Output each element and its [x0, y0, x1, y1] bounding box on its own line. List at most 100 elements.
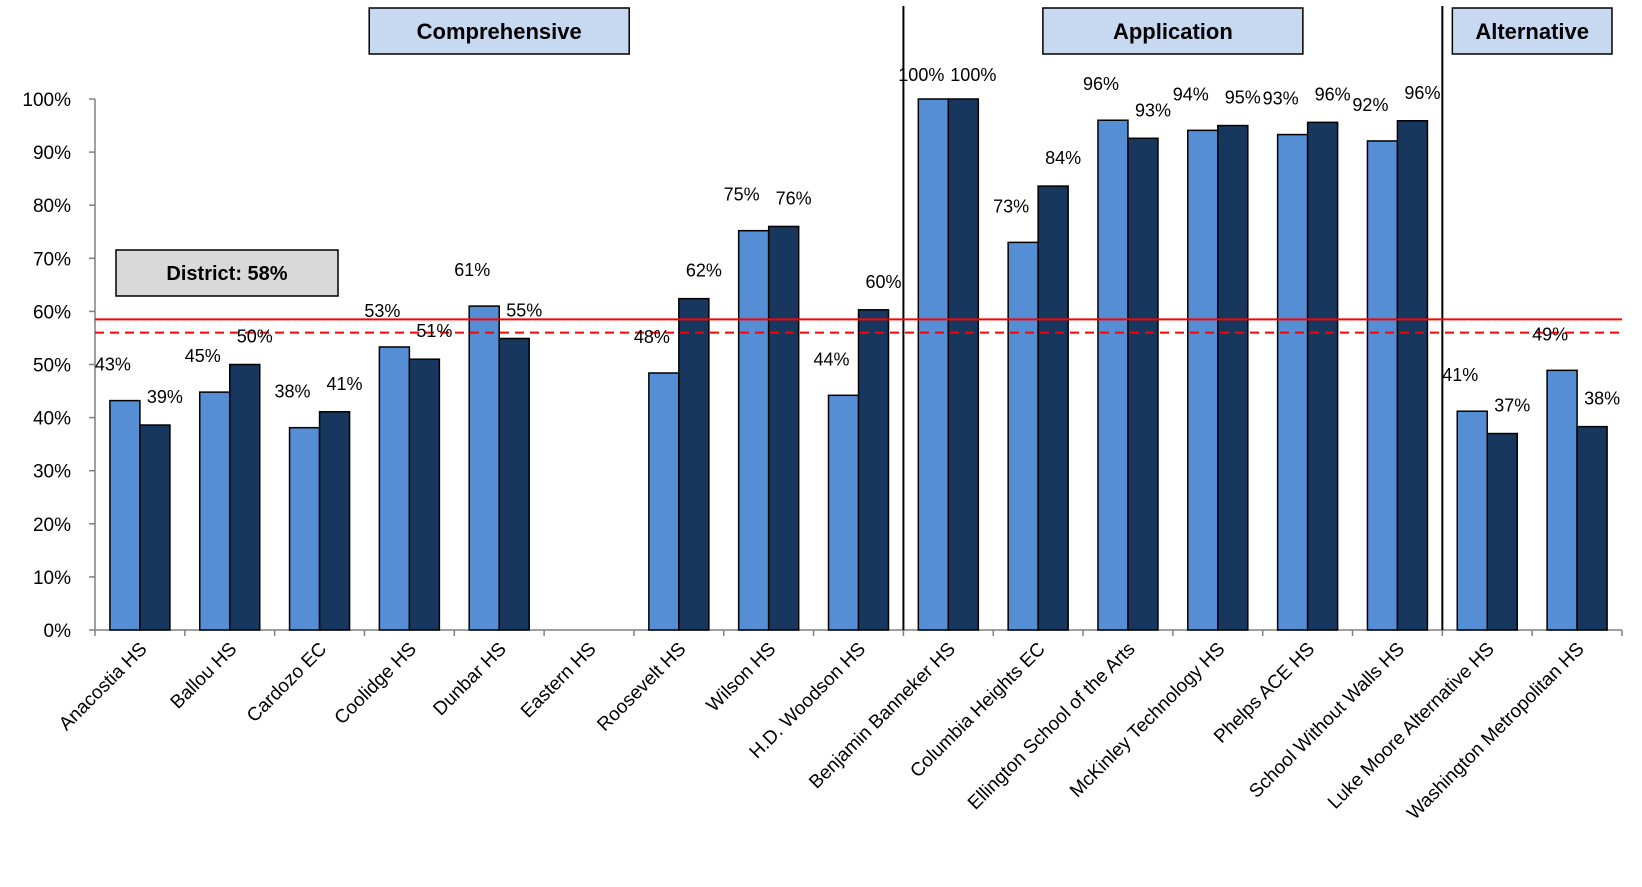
data-label: 96%	[1315, 84, 1351, 104]
district-label: District: 58%	[166, 263, 287, 285]
data-label: 38%	[1584, 389, 1620, 409]
bar	[678, 297, 710, 631]
bar	[767, 225, 800, 631]
bar	[408, 358, 441, 631]
data-label: 50%	[237, 327, 273, 347]
bar	[947, 98, 980, 631]
data-label: 43%	[95, 355, 131, 375]
data-label: 44%	[813, 349, 849, 369]
data-label: 41%	[1442, 365, 1478, 385]
bar	[198, 391, 231, 631]
bar	[378, 346, 411, 631]
y-tick-label: 70%	[33, 249, 71, 270]
y-tick-label: 100%	[22, 90, 71, 111]
bar	[1576, 425, 1608, 631]
district-box: District: 58%	[115, 249, 339, 297]
bar	[1306, 121, 1339, 631]
bar	[1037, 185, 1069, 631]
data-label: 73%	[993, 196, 1029, 216]
bar	[1217, 124, 1249, 631]
data-label: 38%	[275, 382, 311, 402]
data-label: 93%	[1135, 100, 1171, 120]
x-tick-label: Ellington School of the Arts	[964, 639, 1139, 814]
data-labels: 43% 39% 45% 50% 38% 41% 53% 51% 61% 55% 48% 62% 75% 7…	[95, 65, 1620, 416]
data-label: 76%	[776, 188, 812, 208]
data-label: 51%	[416, 321, 452, 341]
x-tick-label: Dunbar HS	[429, 639, 510, 720]
data-label: 94%	[1173, 84, 1209, 104]
group-header-label: Comprehensive	[417, 19, 582, 44]
data-label: 100%	[950, 65, 996, 85]
y-tick-label: 90%	[33, 143, 71, 164]
x-tick-label: Eastern HS	[517, 639, 601, 723]
group-dividers	[902, 6, 1444, 630]
bar	[468, 305, 500, 631]
group-headers: Comprehensive Application Alternative	[368, 7, 1613, 55]
bar	[1366, 140, 1399, 631]
data-label: 45%	[185, 346, 221, 366]
data-label: 100%	[898, 65, 944, 85]
data-label: 95%	[1225, 88, 1261, 108]
data-label: 62%	[686, 261, 722, 281]
y-tick-label: 20%	[33, 515, 71, 536]
bar	[1127, 137, 1159, 631]
reference-lines	[95, 318, 1622, 334]
y-tick-label: 60%	[33, 302, 71, 323]
bar	[1097, 119, 1129, 631]
bar	[827, 394, 860, 631]
bar	[1546, 369, 1578, 631]
bar	[1187, 129, 1219, 631]
x-tick-label: Roosevelt HS	[593, 639, 690, 736]
x-tick-label: Wilson HS	[703, 639, 781, 717]
y-tick-label: 30%	[33, 462, 71, 483]
y-axis: 0% 10% 20% 30% 40% 50% 60% 70% 80% 90% 100%	[22, 90, 96, 642]
x-tick-label: Coolidge HS	[331, 639, 421, 729]
group-header-box	[1042, 7, 1304, 55]
x-tick-label: Ballou HS	[167, 639, 242, 714]
x-tick-label: School Without Walls HS	[1245, 639, 1409, 803]
x-tick-label: Anacostia HS	[55, 639, 151, 735]
group-header-label: Alternative	[1475, 19, 1589, 44]
district-box-bg	[115, 249, 339, 297]
x-tick-label: Washington Metropolitan HS	[1403, 639, 1588, 824]
y-tick-label: 80%	[33, 196, 71, 217]
bar	[228, 363, 261, 631]
y-tick-label: 40%	[33, 409, 71, 430]
data-label: 96%	[1083, 74, 1119, 94]
bar	[498, 337, 530, 631]
bar	[648, 372, 680, 631]
bar	[109, 399, 141, 631]
bar	[1486, 432, 1519, 631]
bar	[1456, 410, 1489, 631]
bar	[1396, 120, 1429, 631]
x-tick-label: Benjamin Banneker HS	[805, 639, 960, 794]
data-label: 37%	[1494, 396, 1530, 416]
data-label: 49%	[1532, 324, 1568, 344]
bar	[917, 98, 950, 631]
bar	[737, 229, 770, 631]
data-label: 61%	[454, 260, 490, 280]
data-label: 53%	[364, 301, 400, 321]
group-header-box	[368, 7, 630, 55]
group-header-box	[1451, 7, 1613, 55]
bar	[1007, 241, 1039, 631]
data-label: 92%	[1352, 95, 1388, 115]
data-label: 41%	[327, 374, 363, 394]
bar	[318, 411, 351, 631]
bar	[288, 426, 321, 631]
x-axis: Anacostia HS Ballou HS Cardozo EC Coolidge …	[55, 629, 1623, 824]
data-label: 55%	[506, 300, 542, 320]
data-label: 60%	[865, 272, 901, 292]
bar	[1276, 133, 1309, 631]
x-tick-label: Luke Moore Alternative HS	[1324, 639, 1499, 814]
data-label: 93%	[1263, 89, 1299, 109]
data-label: 39%	[147, 387, 183, 407]
x-tick-label: McKinley Technology HS	[1066, 639, 1229, 802]
group-header-label: Application	[1113, 19, 1233, 44]
y-tick-label: 50%	[33, 356, 71, 377]
data-label: 96%	[1404, 83, 1440, 103]
y-tick-label: 0%	[44, 621, 72, 642]
bar	[139, 424, 171, 631]
bars	[109, 98, 1608, 631]
